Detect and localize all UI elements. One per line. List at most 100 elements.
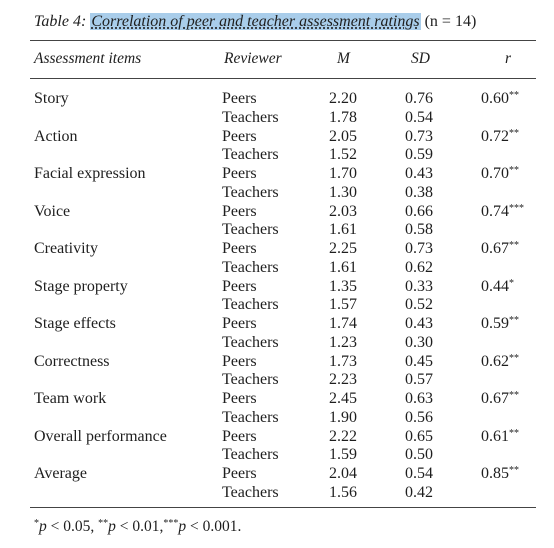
- significance-marker: **: [509, 352, 519, 364]
- significance-marker: **: [509, 165, 519, 176]
- reviewer-teachers: Teachers: [222, 371, 279, 389]
- mean-peers: 2.45: [329, 390, 357, 407]
- reviewer-peers: Peers: [222, 240, 257, 257]
- mean-peers: 1.35: [329, 277, 357, 295]
- correlation-r: 0.85**: [481, 465, 519, 483]
- assessment-item: Voice: [34, 202, 71, 220]
- mean-peers: 2.04: [329, 465, 357, 482]
- reviewer-peers: Peers: [222, 465, 257, 482]
- mean-teachers: 1.23: [329, 333, 357, 351]
- r-value: 0.72: [481, 127, 509, 145]
- mean-peers: 1.74: [329, 315, 357, 332]
- mean-teachers: 1.56: [329, 483, 357, 501]
- r-value: 0.60: [481, 90, 509, 107]
- sd-peers: 0.43: [405, 315, 433, 332]
- r-value: 0.70: [481, 165, 509, 182]
- mean-teachers: 1.61: [329, 258, 357, 276]
- mean-peers: 2.25: [329, 240, 357, 257]
- sd-teachers: 0.30: [405, 333, 433, 351]
- sd-teachers: 0.54: [405, 108, 433, 126]
- assessment-item: Facial expression: [34, 165, 146, 182]
- r-value: 0.74: [481, 202, 509, 220]
- sd-teachers: 0.59: [405, 146, 433, 164]
- correlation-r: 0.60**: [481, 90, 519, 108]
- mean-teachers: 1.57: [329, 296, 357, 314]
- assessment-item: Overall performance: [34, 427, 167, 445]
- reviewer-teachers: Teachers: [222, 146, 279, 164]
- assessment-item: Correctness: [34, 352, 110, 370]
- sd-peers: 0.73: [405, 240, 433, 257]
- sd-teachers: 0.62: [405, 258, 433, 276]
- sd-teachers: 0.58: [405, 221, 433, 239]
- sd-peers: 0.43: [405, 165, 433, 182]
- sd-teachers: 0.52: [405, 296, 433, 314]
- reviewer-teachers: Teachers: [222, 183, 279, 201]
- header-assessment-items: Assessment items: [34, 50, 142, 67]
- reviewer-peers: Peers: [222, 352, 257, 370]
- reviewer-teachers: Teachers: [222, 408, 279, 426]
- correlation-r: 0.67**: [481, 240, 519, 258]
- r-value: 0.85: [481, 465, 509, 482]
- sd-teachers: 0.42: [405, 483, 433, 501]
- header-sd: SD: [411, 50, 430, 67]
- sd-teachers: 0.56: [405, 408, 433, 426]
- mean-peers: 2.05: [329, 127, 357, 145]
- sd-teachers: 0.50: [405, 446, 433, 464]
- correlation-r: 0.62**: [481, 353, 519, 371]
- mean-teachers: 1.61: [329, 221, 357, 239]
- sd-peers: 0.73: [405, 127, 433, 145]
- reviewer-peers: Peers: [222, 390, 257, 407]
- correlation-r: 0.59**: [481, 315, 519, 333]
- reviewer-peers: Peers: [222, 315, 257, 332]
- table-title[interactable]: Correlation of peer and teacher assessme…: [90, 13, 421, 30]
- significance-marker: ***: [509, 202, 524, 214]
- assessment-item: Creativity: [34, 240, 98, 257]
- header-rule: [30, 78, 536, 79]
- significance-marker: **: [509, 315, 519, 326]
- header-reviewer: Reviewer: [224, 50, 282, 67]
- sd-peers: 0.66: [405, 202, 433, 220]
- significance-note: *p < 0.05, **p < 0.01,***p < 0.001.: [34, 518, 242, 535]
- assessment-item: Action: [34, 127, 78, 145]
- mean-teachers: 1.59: [329, 446, 357, 464]
- assessment-item: Story: [34, 90, 69, 107]
- mean-peers: 1.73: [329, 352, 357, 370]
- assessment-item: Stage effects: [34, 315, 116, 332]
- sd-peers: 0.76: [405, 90, 433, 107]
- correlation-r: 0.70**: [481, 165, 519, 183]
- reviewer-teachers: Teachers: [222, 483, 279, 501]
- mean-peers: 2.22: [329, 427, 357, 445]
- significance-marker: **: [509, 90, 519, 101]
- assessment-item: Team work: [34, 390, 107, 407]
- significance-marker: **: [509, 427, 519, 439]
- reviewer-teachers: Teachers: [222, 296, 279, 314]
- reviewer-peers: Peers: [222, 165, 257, 182]
- r-value: 0.59: [481, 315, 509, 332]
- r-value: 0.67: [481, 390, 509, 407]
- reviewer-peers: Peers: [222, 427, 257, 445]
- correlation-r: 0.67**: [481, 390, 519, 408]
- correlation-r: 0.44*: [481, 278, 514, 296]
- assessment-item: Stage property: [34, 277, 128, 295]
- reviewer-peers: Peers: [222, 277, 257, 295]
- r-value: 0.61: [481, 427, 509, 445]
- table-caption: Table 4: Correlation of peer and teacher…: [34, 11, 476, 33]
- reviewer-peers: Peers: [222, 127, 257, 145]
- r-value: 0.67: [481, 240, 509, 257]
- sd-peers: 0.54: [405, 465, 433, 482]
- r-value: 0.44: [481, 277, 509, 295]
- mean-peers: 2.20: [329, 90, 357, 107]
- sd-teachers: 0.57: [405, 371, 433, 389]
- sd-peers: 0.45: [405, 352, 433, 370]
- reviewer-peers: Peers: [222, 90, 257, 107]
- sd-peers: 0.65: [405, 427, 433, 445]
- reviewer-teachers: Teachers: [222, 258, 279, 276]
- mean-peers: 2.03: [329, 202, 357, 220]
- significance-marker: **: [509, 240, 519, 251]
- mean-teachers: 1.52: [329, 146, 357, 164]
- header-m: M: [337, 50, 350, 67]
- sd-teachers: 0.38: [405, 183, 433, 201]
- correlation-r: 0.72**: [481, 128, 519, 146]
- correlation-r: 0.61**: [481, 428, 519, 446]
- significance-marker: **: [509, 390, 519, 401]
